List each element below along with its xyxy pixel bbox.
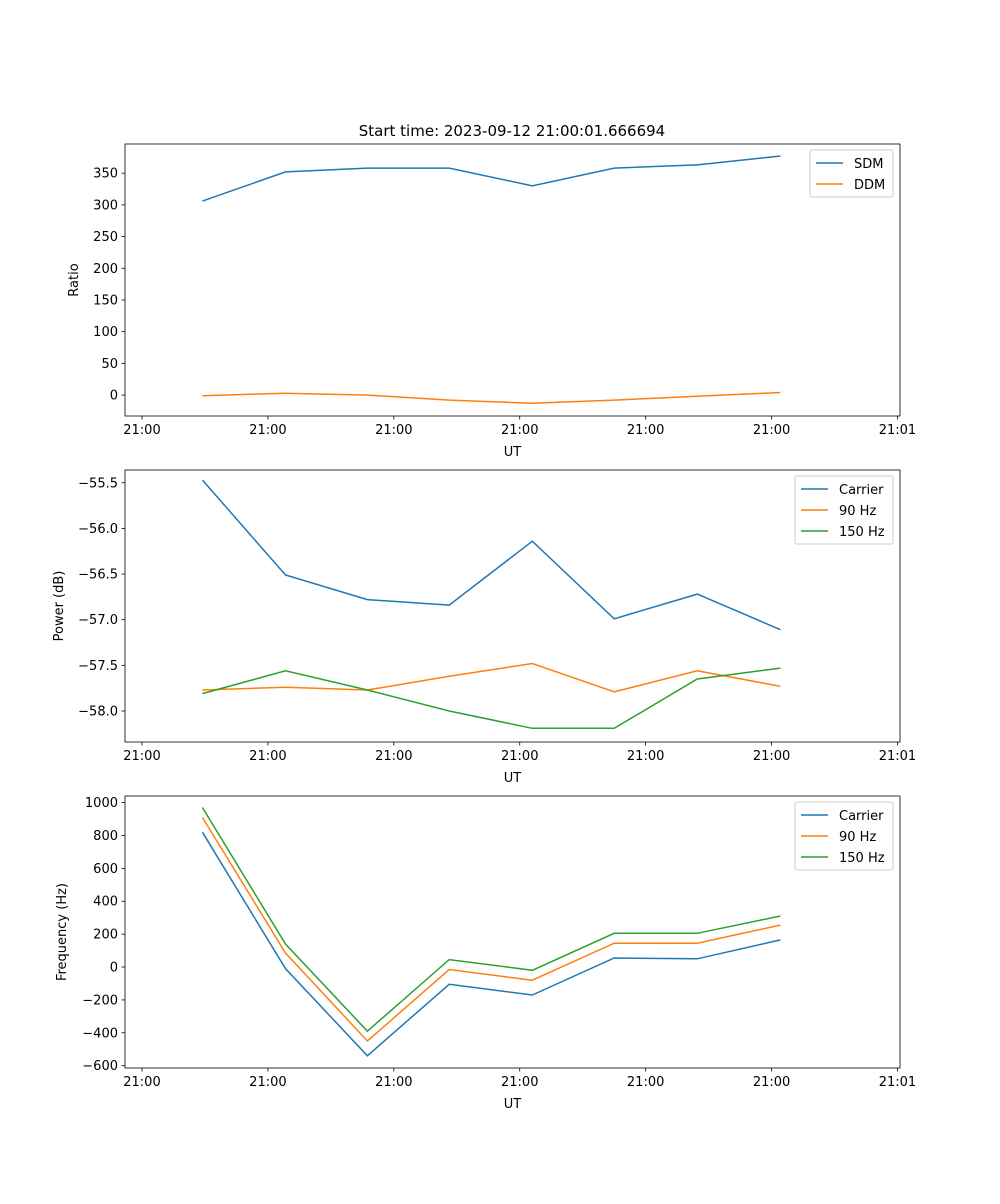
legend-frame <box>794 801 894 871</box>
axes-frame <box>124 795 901 1069</box>
legend: Carrier 90 Hz 150 Hz <box>794 801 894 871</box>
legend: Carrier 90 Hz 150 Hz <box>794 475 894 545</box>
x-tick-label: 21:00 <box>123 423 160 438</box>
y-tick-label: −57.5 <box>78 659 118 674</box>
y-tick-label: 100 <box>93 325 118 340</box>
legend-label: 90 Hz <box>839 830 876 845</box>
y-tick-label: 0 <box>110 961 118 976</box>
y-tick-label: −56.0 <box>78 522 118 537</box>
legend-label: DDM <box>854 178 885 193</box>
series-line-150-hz <box>201 807 781 1033</box>
legend-label: Carrier <box>839 809 884 824</box>
figure-title: Start time: 2023-09-12 21:00:01.666694 <box>359 122 665 140</box>
y-tick-label: 150 <box>93 293 118 308</box>
y-tick-label: 800 <box>93 829 118 844</box>
y-tick-label: −57.0 <box>78 613 118 628</box>
y-tick-label: 200 <box>93 262 118 277</box>
y-tick-label: 50 <box>101 357 118 372</box>
x-tick-label: 21:00 <box>753 423 790 438</box>
y-tick-label: 0 <box>110 389 118 404</box>
y-tick-label: −600 <box>82 1059 118 1074</box>
subplot-1: 21:00 21:00 21:00 21:00 21:00 21:00 21:01 0 50 10… <box>67 143 916 460</box>
y-tick-label: −58.0 <box>78 704 118 719</box>
series-line-carrier <box>201 831 781 1057</box>
series-line-ddm <box>202 391 781 405</box>
x-tick-label: 21:00 <box>375 423 412 438</box>
x-tick-label: 21:00 <box>375 1075 412 1090</box>
y-axis-label: Ratio <box>67 263 82 296</box>
y-tick-label: 1000 <box>85 796 118 811</box>
series-line-sdm <box>202 155 781 202</box>
legend-frame <box>794 475 894 545</box>
x-tick-label: 21:00 <box>249 749 286 764</box>
x-tick-label: 21:00 <box>501 423 538 438</box>
y-tick-label: 200 <box>93 928 118 943</box>
x-axis-label: UT <box>504 1097 522 1112</box>
x-tick-label: 21:00 <box>501 749 538 764</box>
y-tick-label: 250 <box>93 230 118 245</box>
x-tick-label: 21:01 <box>879 1075 916 1090</box>
series-line-carrier <box>201 479 781 631</box>
y-tick-label: −55.5 <box>78 476 118 491</box>
x-tick-label: 21:00 <box>753 749 790 764</box>
legend-label: 90 Hz <box>839 504 876 519</box>
x-tick-label: 21:00 <box>249 423 286 438</box>
y-tick-label: 350 <box>93 167 118 182</box>
x-tick-label: 21:00 <box>627 1075 664 1090</box>
series-line-150-hz <box>202 667 781 730</box>
legend-frame <box>809 149 894 198</box>
y-axis-label: Power (dB) <box>52 571 67 642</box>
x-tick-label: 21:01 <box>879 749 916 764</box>
axes-frame <box>124 469 901 743</box>
x-tick-label: 21:00 <box>123 749 160 764</box>
x-tick-label: 21:00 <box>627 423 664 438</box>
legend-label: 150 Hz <box>839 851 885 866</box>
subplot-2: 21:00 21:00 21:00 21:00 21:00 21:00 21:01 −58.0… <box>52 469 916 786</box>
legend-label: SDM <box>854 157 883 172</box>
legend-label: Carrier <box>839 483 884 498</box>
y-tick-label: −400 <box>82 1026 118 1041</box>
x-axis-label: UT <box>504 445 522 460</box>
x-tick-label: 21:00 <box>627 749 664 764</box>
y-tick-label: −200 <box>82 993 118 1008</box>
y-axis-label: Frequency (Hz) <box>55 883 70 981</box>
x-tick-label: 21:00 <box>753 1075 790 1090</box>
x-axis-label: UT <box>504 771 522 786</box>
subplot-3: 21:00 21:00 21:00 21:00 21:00 21:00 21:01 −600 −… <box>55 795 916 1112</box>
axes-frame <box>124 143 901 417</box>
x-tick-label: 21:00 <box>123 1075 160 1090</box>
y-tick-label: 400 <box>93 895 118 910</box>
x-tick-label: 21:00 <box>375 749 412 764</box>
x-tick-label: 21:00 <box>501 1075 538 1090</box>
legend: SDM DDM <box>809 149 894 198</box>
series-line-90-hz <box>201 817 781 1043</box>
series-line-90-hz <box>202 662 781 693</box>
x-tick-label: 21:00 <box>249 1075 286 1090</box>
y-tick-label: 600 <box>93 862 118 877</box>
x-tick-label: 21:01 <box>879 423 916 438</box>
legend-label: 150 Hz <box>839 525 885 540</box>
y-tick-label: 300 <box>93 198 118 213</box>
y-tick-label: −56.5 <box>78 568 118 583</box>
